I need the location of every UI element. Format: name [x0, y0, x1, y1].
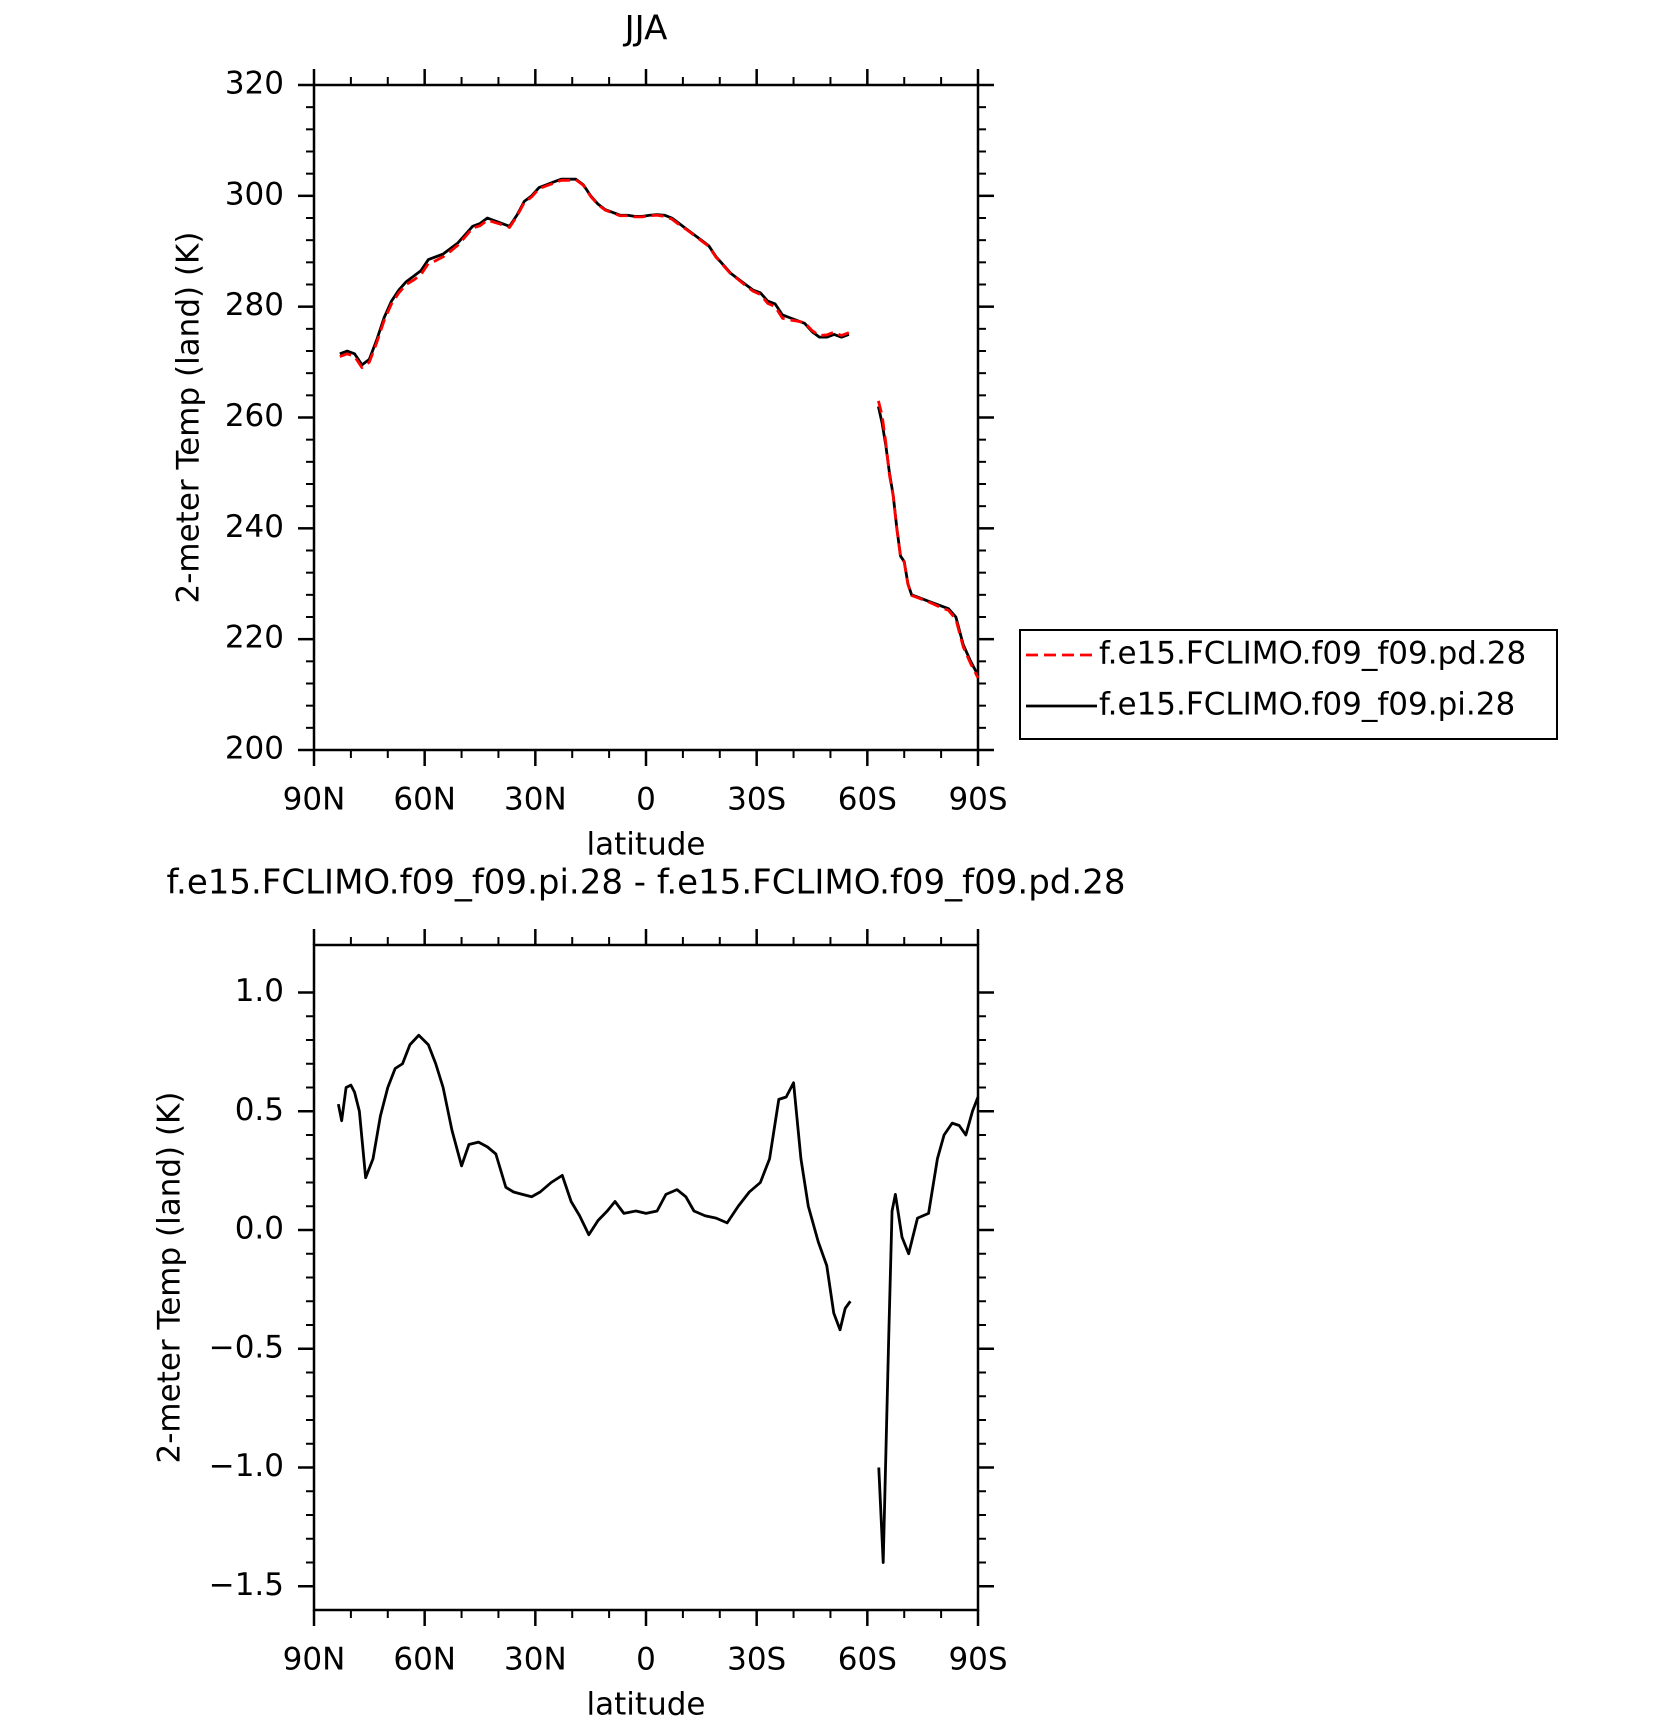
- legend-label: f.e15.FCLIMO.f09_f09.pd.28: [1099, 636, 1526, 672]
- x-tick-label: 60S: [838, 782, 897, 818]
- series-line: [336, 1033, 980, 1564]
- y-tick-label: 260: [225, 398, 284, 434]
- x-tick-label: 90S: [948, 782, 1007, 818]
- y-tick-label: 0.0: [235, 1211, 284, 1247]
- x-tick-label: 30N: [504, 1642, 567, 1678]
- x-tick-label: 0: [636, 1642, 656, 1678]
- x-tick-label: 30S: [727, 782, 786, 818]
- y-tick-label: 320: [225, 66, 284, 102]
- y-tick-label: 0.5: [235, 1092, 284, 1128]
- y-tick-label: −1.5: [209, 1567, 284, 1603]
- series-line: [339, 178, 980, 679]
- y-tick-label: 1.0: [235, 973, 284, 1009]
- x-tick-label: 90N: [283, 782, 346, 818]
- series-line: [339, 177, 980, 676]
- x-axis-label: latitude: [587, 827, 706, 863]
- x-axis-label: latitude: [587, 1687, 706, 1720]
- chart-title: f.e15.FCLIMO.f09_f09.pi.28 - f.e15.FCLIM…: [167, 863, 1126, 903]
- x-tick-label: 90S: [948, 1642, 1007, 1678]
- y-tick-label: 280: [225, 287, 284, 323]
- y-tick-label: 220: [225, 620, 284, 656]
- x-tick-label: 60N: [393, 1642, 456, 1678]
- plot-frame: [312, 83, 980, 752]
- x-tick-label: 30N: [504, 782, 567, 818]
- y-axis-label: 2-meter Temp (land) (K): [152, 1092, 188, 1464]
- legend-label: f.e15.FCLIMO.f09_f09.pi.28: [1099, 687, 1515, 723]
- x-tick-label: 0: [636, 782, 656, 818]
- x-tick-label: 30S: [727, 1642, 786, 1678]
- plot-frame: [312, 943, 980, 1612]
- y-tick-label: −1.0: [209, 1448, 284, 1484]
- y-tick-label: 200: [225, 731, 284, 767]
- y-tick-label: 240: [225, 509, 284, 545]
- x-tick-label: 60S: [838, 1642, 897, 1678]
- legend-box: [1019, 629, 1558, 740]
- y-tick-label: 300: [225, 176, 284, 212]
- chart-title: JJA: [623, 9, 668, 49]
- y-tick-label: −0.5: [209, 1329, 284, 1365]
- x-tick-label: 90N: [283, 1642, 346, 1678]
- x-tick-label: 60N: [393, 782, 456, 818]
- y-axis-label: 2-meter Temp (land) (K): [171, 232, 207, 604]
